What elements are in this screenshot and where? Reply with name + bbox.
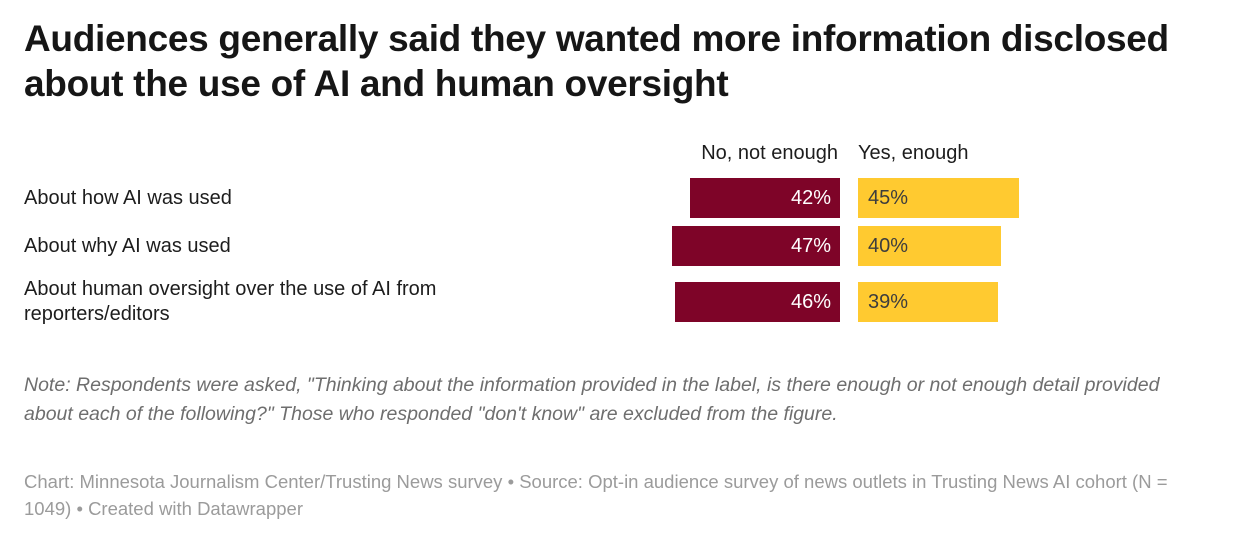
bar-no-not-enough: 46% bbox=[675, 282, 840, 322]
bar-no-not-enough: 42% bbox=[690, 178, 840, 218]
bar-no-not-enough: 47% bbox=[672, 226, 840, 266]
bar-value-label: 45% bbox=[868, 186, 909, 209]
chart-title: Audiences generally said they wanted mor… bbox=[24, 18, 1169, 104]
row-label: About human oversight over the use of AI… bbox=[24, 278, 437, 325]
row-label: About how AI was used bbox=[24, 186, 232, 209]
column-header-yes-enough: Yes, enough bbox=[858, 142, 969, 164]
bar-value-label: 47% bbox=[790, 234, 831, 257]
bar-value-label: 39% bbox=[868, 290, 909, 313]
bar-value-label: 42% bbox=[790, 186, 831, 209]
bar-value-label: 40% bbox=[868, 234, 909, 257]
column-header-no-not-enough: No, not enough bbox=[701, 142, 838, 164]
chart-note: Note: Respondents were asked, "Thinking … bbox=[24, 374, 1160, 425]
bar-yes-enough: 45% bbox=[858, 178, 1019, 218]
bar-yes-enough: 39% bbox=[858, 282, 998, 322]
chart-credit: Chart: Minnesota Journalism Center/Trust… bbox=[24, 471, 1168, 519]
row-label: About why AI was used bbox=[24, 234, 231, 257]
bar-value-label: 46% bbox=[790, 290, 831, 313]
bar-yes-enough: 40% bbox=[858, 226, 1001, 266]
